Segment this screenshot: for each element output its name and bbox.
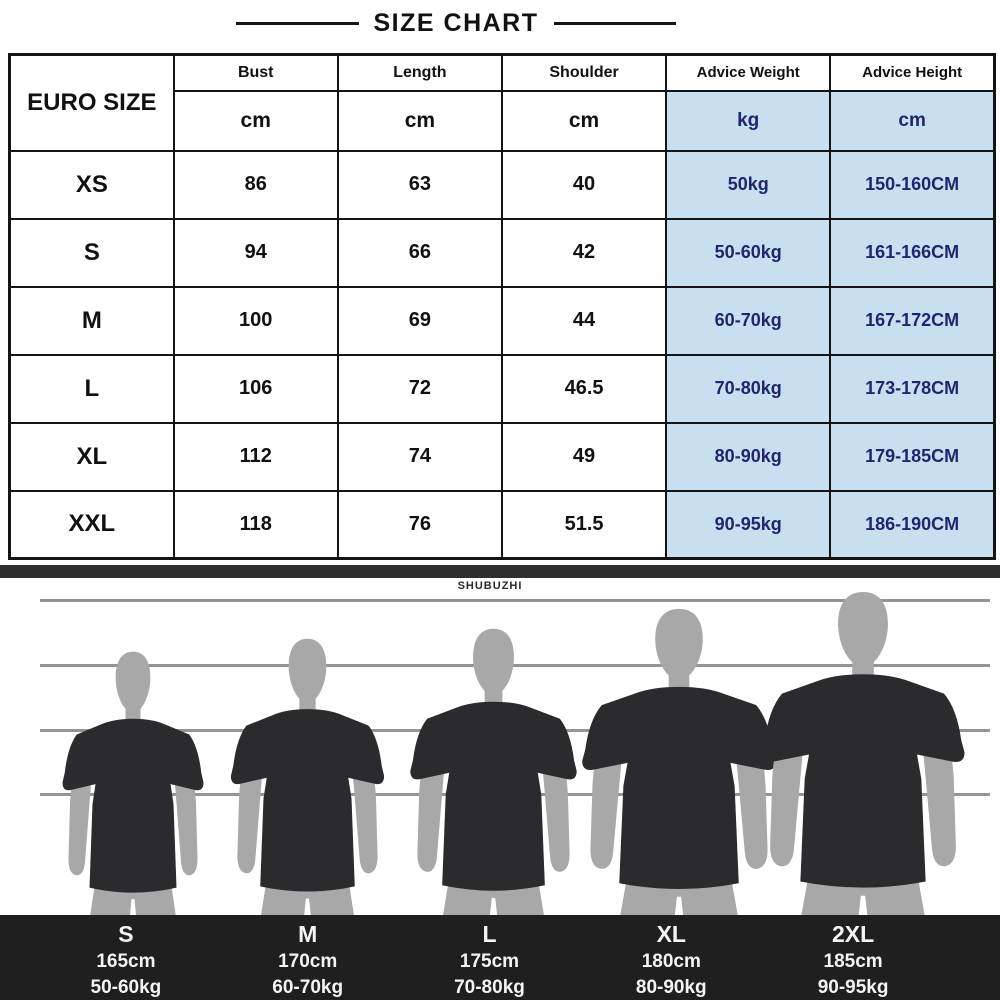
strip-col-2xl: 2XL 185cm 90-95kg (762, 920, 944, 1000)
strip-weight-value: 60-70kg (272, 977, 344, 998)
figure-silhouette-m (230, 638, 385, 915)
strip-size-label: M (298, 921, 318, 947)
size-label-xs: XS (8, 149, 175, 220)
strip-col-m: M 170cm 60-70kg (217, 920, 399, 1000)
strip-size-label: L (482, 921, 497, 947)
strip-weight-value: 50-60kg (90, 977, 162, 998)
cell-xl-bust: 112 (172, 421, 339, 492)
col-header-advice-height: Advice Height (829, 53, 996, 92)
size-label-l: L (8, 353, 175, 424)
strip-height-value: 185cm (823, 951, 883, 972)
cell-s-height: 161-166CM (829, 217, 996, 288)
cell-xxl-weight: 90-95kg (665, 489, 832, 560)
cell-xxl-bust: 118 (172, 489, 339, 560)
strip-height-value: 175cm (459, 951, 520, 972)
title-rule-right (553, 21, 676, 25)
cell-m-weight: 60-70kg (665, 285, 832, 356)
figure-silhouette-s (62, 651, 204, 915)
corner-cell-euro-size: EURO SIZE (8, 53, 175, 152)
size-label-m: M (8, 285, 175, 356)
strip-weight-value: 80-90kg (635, 977, 707, 998)
strip-col-xl: XL 180cm 80-90kg (580, 920, 762, 1000)
cell-l-shoulder: 46.5 (500, 353, 668, 424)
strip-col-l: L 175cm 70-80kg (399, 920, 581, 1000)
cell-s-bust: 94 (172, 217, 339, 288)
figure-silhouette-2xl (761, 592, 965, 915)
unit-bust: cm (172, 89, 339, 152)
figure-silhouette-xl (582, 608, 776, 915)
cell-m-bust: 100 (172, 285, 339, 356)
table-row-xs: XS 86 63 40 50kg 150-160CM (8, 149, 996, 220)
table-row-xl: XL 112 74 49 80-90kg 179-185CM (8, 421, 996, 492)
strip-col-s: S 165cm 50-60kg (35, 920, 217, 1000)
strip-weight-value: 70-80kg (454, 977, 525, 998)
size-label-xl: XL (8, 421, 175, 492)
cell-m-height: 167-172CM (829, 285, 996, 356)
table-unit-row: cm cm cm kg cm (10, 89, 996, 152)
cell-xxl-shoulder: 51.5 (500, 489, 668, 560)
col-header-advice-weight: Advice Weight (665, 53, 832, 92)
unit-advice-height: cm (829, 89, 996, 152)
cell-xxl-height: 186-190CM (829, 489, 996, 560)
cell-s-shoulder: 42 (500, 217, 668, 288)
strip-size-label: S (118, 921, 134, 947)
table-row-l: L 106 72 46.5 70-80kg 173-178CM (8, 353, 996, 424)
page-title-block: SIZE CHART (236, 5, 676, 41)
cell-s-length: 66 (336, 217, 503, 288)
cell-xs-height: 150-160CM (829, 149, 996, 220)
table-row-s: S 94 66 42 50-60kg 161-166CM (8, 217, 996, 288)
table-row-m: M 100 69 44 60-70kg 167-172CM (8, 285, 996, 356)
brand-label: SHUBUZHI (457, 580, 523, 592)
strip-height-value: 165cm (96, 951, 156, 972)
cell-xl-shoulder: 49 (500, 421, 668, 492)
title-rule-left (236, 21, 359, 25)
cell-xl-weight: 80-90kg (665, 421, 832, 492)
col-header-bust: Bust (172, 53, 339, 92)
cell-xl-height: 179-185CM (829, 421, 996, 492)
cell-l-weight: 70-80kg (665, 353, 832, 424)
strip-size-label: 2XL (831, 921, 875, 947)
cell-m-shoulder: 44 (500, 285, 668, 356)
cell-l-length: 72 (336, 353, 503, 424)
page-title: SIZE CHART (373, 8, 539, 37)
size-label-s: S (8, 217, 175, 288)
col-header-length: Length (336, 53, 503, 92)
cell-xxl-length: 76 (336, 489, 503, 560)
strip-size-label: XL (656, 921, 686, 947)
strip-weight-value: 90-95kg (817, 977, 889, 998)
cell-l-height: 173-178CM (829, 353, 996, 424)
section-divider-bar (0, 565, 1000, 578)
lineup-footer-strip: S 165cm 50-60kg M 170cm 60-70kg L 175cm … (0, 915, 1000, 1000)
size-label-xxl: XXL (8, 489, 175, 560)
cell-m-length: 69 (336, 285, 503, 356)
lineup-line (40, 599, 990, 602)
figure-silhouette-l (410, 628, 577, 915)
unit-advice-weight: kg (665, 89, 832, 152)
size-table: EURO SIZE Bust Length Shoulder Advice We… (8, 53, 996, 560)
cell-xs-bust: 86 (172, 149, 339, 220)
cell-l-bust: 106 (172, 353, 339, 424)
table-header-row: EURO SIZE Bust Length Shoulder Advice We… (8, 53, 996, 152)
col-header-shoulder: Shoulder (500, 53, 668, 92)
strip-height-value: 180cm (641, 951, 701, 972)
table-row-xxl: XXL 118 76 51.5 90-95kg 186-190CM (8, 489, 996, 560)
strip-height-value: 170cm (278, 951, 338, 972)
lineup-line (40, 664, 990, 667)
cell-xl-length: 74 (336, 421, 503, 492)
unit-shoulder: cm (500, 89, 668, 152)
cell-xs-length: 63 (336, 149, 503, 220)
cell-s-weight: 50-60kg (665, 217, 832, 288)
cell-xs-shoulder: 40 (500, 149, 668, 220)
unit-length: cm (336, 89, 503, 152)
cell-xs-weight: 50kg (665, 149, 832, 220)
